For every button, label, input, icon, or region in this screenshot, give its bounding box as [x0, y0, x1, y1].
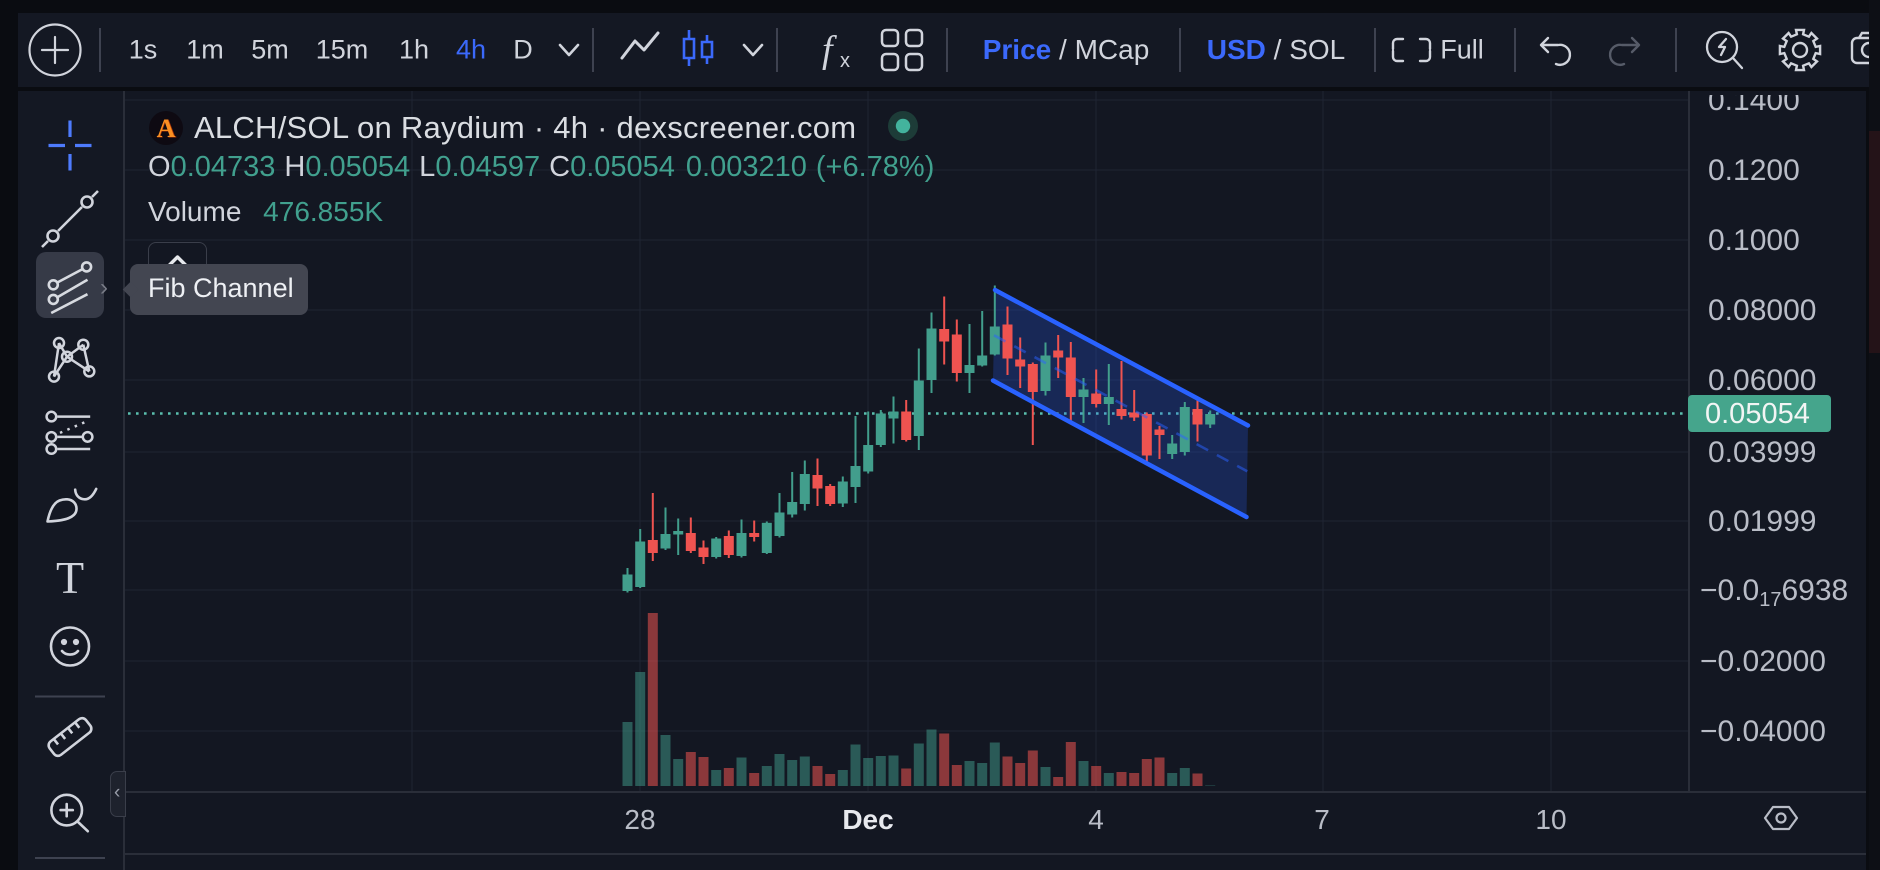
svg-text:A: A [157, 114, 176, 143]
svg-text:f: f [822, 29, 837, 71]
svg-text:A: A [157, 114, 177, 144]
svg-text:T: T [56, 552, 84, 603]
svg-text:x: x [840, 50, 850, 72]
